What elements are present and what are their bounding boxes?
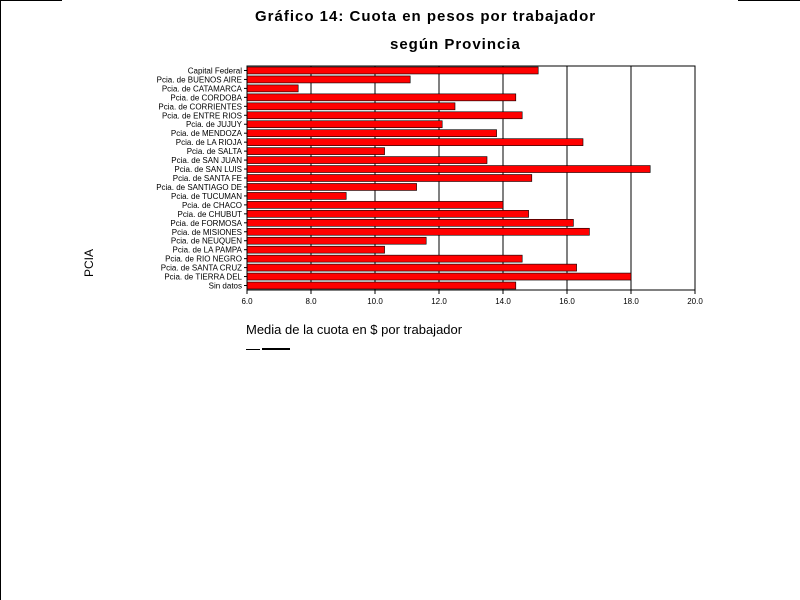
y-category-label: Capital Federal	[188, 66, 242, 75]
chart-title: Gráfico 14: Cuota en pesos por trabajado…	[255, 8, 597, 25]
x-tick-label: 20.0	[687, 297, 703, 306]
frame-left-line	[0, 0, 1, 600]
chart-subtitle: según Provincia	[390, 36, 521, 53]
x-tick-label: 16.0	[559, 297, 575, 306]
y-category-label: Pcia. de SAN LUIS	[174, 165, 242, 174]
bar	[246, 147, 385, 155]
x-tick-label: 6.0	[241, 297, 253, 306]
bar	[246, 245, 385, 254]
y-category-label: Pcia. de SALTA	[187, 147, 243, 156]
bar	[246, 93, 517, 102]
bar	[246, 138, 584, 146]
y-category-label: Pcia. de TIERRA DEL	[164, 273, 242, 282]
bar	[246, 227, 590, 236]
bar	[246, 66, 539, 75]
y-category-label: Pcia. de SANTA CRUZ	[161, 264, 242, 273]
bar	[246, 254, 523, 263]
bar	[246, 120, 443, 129]
bar	[246, 165, 651, 173]
bar	[246, 84, 299, 93]
bar	[246, 263, 577, 272]
y-category-label: Sin datos	[209, 282, 242, 291]
y-category-label: Pcia. de SANTIAGO DE	[156, 183, 242, 192]
y-category-label: Pcia. de SAN JUAN	[171, 156, 242, 165]
x-axis-label: Media de la cuota en $ por trabajador	[246, 322, 463, 337]
x-tick-label: 12.0	[431, 297, 447, 306]
bar	[246, 129, 497, 137]
bar	[246, 201, 504, 209]
y-category-label: Pcia. de CATAMARCA	[162, 84, 243, 93]
y-category-label: Pcia. de MENDOZA	[171, 129, 243, 138]
y-category-label: Pcia. de FORMOSA	[170, 219, 242, 228]
x-tick-label: 8.0	[305, 297, 317, 306]
y-category-label: Pcia. de ENTRE RIOS	[162, 111, 242, 120]
y-category-label: Pcia. de MISIONES	[172, 228, 242, 237]
bar	[246, 192, 347, 200]
y-category-label: Pcia. de CORDOBA	[170, 93, 242, 102]
y-category-label: Pcia. de CORRIENTES	[158, 102, 242, 111]
y-category-label: Pcia. de TUCUMAN	[171, 192, 242, 201]
bar	[246, 111, 523, 120]
y-category-label: Pcia. de CHUBUT	[178, 210, 243, 219]
bar	[246, 236, 427, 245]
y-category-label: Pcia. de NEUQUEN	[171, 237, 242, 246]
frame-top-left-line	[0, 0, 62, 1]
bar	[246, 210, 529, 218]
y-category-label: Pcia. de BUENOS AIRE	[157, 75, 242, 84]
bar	[246, 156, 488, 164]
plot-frame	[246, 65, 696, 291]
bar	[246, 272, 632, 281]
bar	[246, 102, 456, 111]
x-tick-label: 10.0	[367, 297, 383, 306]
y-category-label: Pcia. de SANTA FE	[173, 174, 242, 183]
y-category-label: Pcia. de LA RIOJA	[176, 138, 243, 147]
bar	[246, 281, 517, 290]
frame-top-right-line	[738, 0, 800, 1]
y-category-label: Pcia. de CHACO	[182, 201, 242, 210]
footnote-marks	[246, 346, 292, 352]
bar	[246, 174, 533, 182]
y-category-label: Pcia. de LA PAMPA	[172, 246, 242, 255]
x-tick-label: 14.0	[495, 297, 511, 306]
bar	[246, 75, 411, 84]
y-category-label: Pcia. de RIO NEGRO	[165, 255, 242, 264]
bar	[246, 183, 417, 191]
y-axis-label: PCIA	[82, 248, 96, 277]
x-tick-label: 18.0	[623, 297, 639, 306]
bar	[246, 219, 574, 227]
y-category-label: Pcia. de JUJUY	[186, 120, 243, 129]
